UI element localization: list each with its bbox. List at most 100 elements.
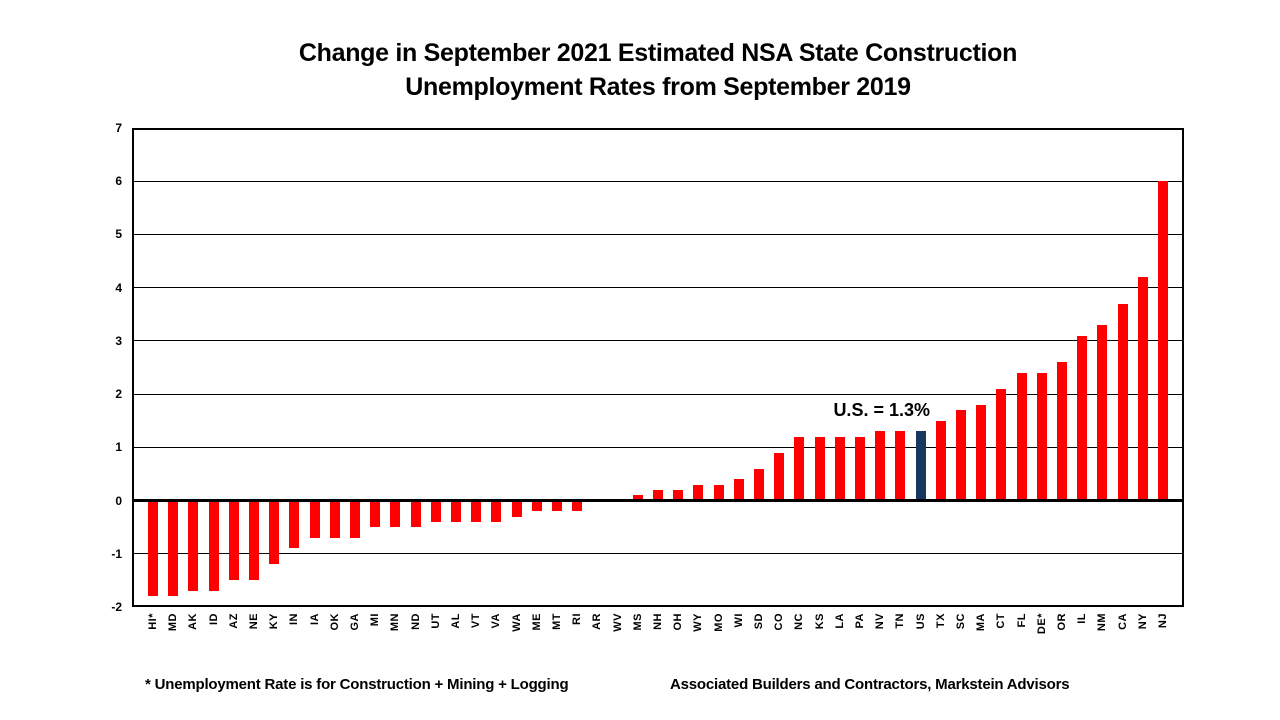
bar-tx (935, 420, 946, 501)
x-tick-label: AZ (224, 613, 244, 673)
x-tick-label-text: AR (591, 613, 604, 630)
x-tick-label-text: MN (389, 613, 402, 632)
gridline (132, 553, 1184, 555)
x-tick-label-text: NJ (1156, 613, 1169, 629)
x-tick-label-text: NC (793, 613, 806, 630)
x-tick-label: CO (769, 613, 789, 673)
bar-ct (996, 388, 1007, 501)
bar-ri (572, 500, 583, 512)
x-tick-label: SD (749, 613, 769, 673)
x-tick-label: MD (163, 613, 183, 673)
bar-mn (390, 500, 401, 528)
bar-in (289, 500, 300, 549)
x-tick-label: PA (850, 613, 870, 673)
x-tick-label-text: HI* (147, 613, 160, 630)
bar-ut (430, 500, 441, 522)
x-tick-label: TN (890, 613, 910, 673)
x-tick-label-text: SC (954, 613, 967, 630)
gridline (132, 340, 1184, 342)
x-tick-label-text: WY (692, 613, 705, 632)
bar-va (491, 500, 502, 522)
zero-axis-line (132, 499, 1184, 503)
bar-co (774, 452, 785, 501)
x-tick-label-text: WA (510, 613, 523, 632)
bar-ak (188, 500, 199, 592)
x-tick-label-text: KS (813, 613, 826, 630)
x-tick-label: ME (527, 613, 547, 673)
bar-mi (370, 500, 381, 528)
chart-title-line2: Unemployment Rates from September 2019 (405, 73, 911, 101)
x-tick-label-text: NH (651, 613, 664, 630)
x-tick-label: VT (466, 613, 486, 673)
x-tick-label: NM (1092, 613, 1112, 673)
bar-oh (673, 489, 684, 501)
x-tick-label-text: IL (1076, 613, 1089, 624)
x-tick-label: ND (406, 613, 426, 673)
y-tick-label: 4 (115, 280, 122, 295)
bar-ms (632, 495, 643, 501)
x-tick-label: MA (971, 613, 991, 673)
x-tick-label: LA (830, 613, 850, 673)
x-tick-label-text: DE* (1035, 613, 1048, 635)
gridline (132, 233, 1184, 235)
x-tick-label: NY (1133, 613, 1153, 673)
x-tick-label-text: OR (1055, 613, 1068, 631)
x-axis: HI* MD AK ID AZ NE KY IN IA OK GA MI MN ND UT AL VT VA WA M… (132, 613, 1184, 673)
bar-me (531, 500, 542, 512)
x-tick-label: NH (648, 613, 668, 673)
y-tick-label: 6 (115, 174, 122, 189)
x-tick-label-text: CO (773, 613, 786, 631)
y-tick-label: -2 (111, 600, 122, 614)
bar-wa (511, 500, 522, 517)
gridline (132, 180, 1184, 182)
x-tick-label-text: NV (874, 613, 887, 630)
x-tick-label: CA (1112, 613, 1132, 673)
x-tick-label: ID (204, 613, 224, 673)
bar-mt (552, 500, 563, 512)
x-tick-label-text: US (914, 613, 927, 630)
bar-tn (895, 431, 906, 501)
bar-fl (1016, 372, 1027, 501)
x-tick-label: MS (628, 613, 648, 673)
bar-nv (875, 431, 886, 501)
x-tick-label-text: AL (450, 613, 463, 629)
bar-ne (249, 500, 260, 581)
chart-title-line1: Change in September 2021 Estimated NSA S… (298, 39, 1018, 67)
x-tick-label: RI (567, 613, 587, 673)
x-tick-label: AR (587, 613, 607, 673)
footnote: * Unemployment Rate is for Construction … (145, 676, 569, 693)
x-tick-label: NE (244, 613, 264, 673)
bar-nm (1097, 324, 1108, 501)
bar-ny (1137, 277, 1148, 501)
x-tick-label-text: LA (833, 613, 846, 629)
bar-vt (471, 500, 482, 522)
bar-id (208, 500, 219, 592)
x-tick-label-text: KY (268, 613, 281, 630)
x-tick-label: WI (729, 613, 749, 673)
x-tick-label: NJ (1153, 613, 1173, 673)
x-tick-label: DE* (1032, 613, 1052, 673)
x-tick-label-text: TN (894, 613, 907, 629)
bar-ga (350, 500, 361, 538)
bar-sc (955, 410, 966, 501)
x-tick-label-text: CT (995, 613, 1008, 629)
x-tick-label-text: WI (732, 613, 745, 628)
gridline (132, 393, 1184, 395)
x-tick-label: GA (345, 613, 365, 673)
x-tick-label-text: NM (1096, 613, 1109, 632)
y-tick-label: 0 (115, 493, 122, 508)
y-tick-label: 1 (115, 440, 122, 455)
bar-ma (976, 404, 987, 501)
x-tick-label: IL (1072, 613, 1092, 673)
bar-al (451, 500, 462, 522)
x-tick-label-text: MT (551, 613, 563, 630)
x-tick-label-text: ME (530, 613, 543, 631)
x-tick-label: CT (991, 613, 1011, 673)
x-tick-label: WY (688, 613, 708, 673)
x-tick-label: OR (1052, 613, 1072, 673)
x-tick-label-text: VT (470, 613, 483, 629)
bar-ok (329, 500, 340, 538)
x-tick-label: WV (608, 613, 628, 673)
bar-ks (814, 436, 825, 501)
x-tick-label-text: VA (490, 613, 503, 629)
